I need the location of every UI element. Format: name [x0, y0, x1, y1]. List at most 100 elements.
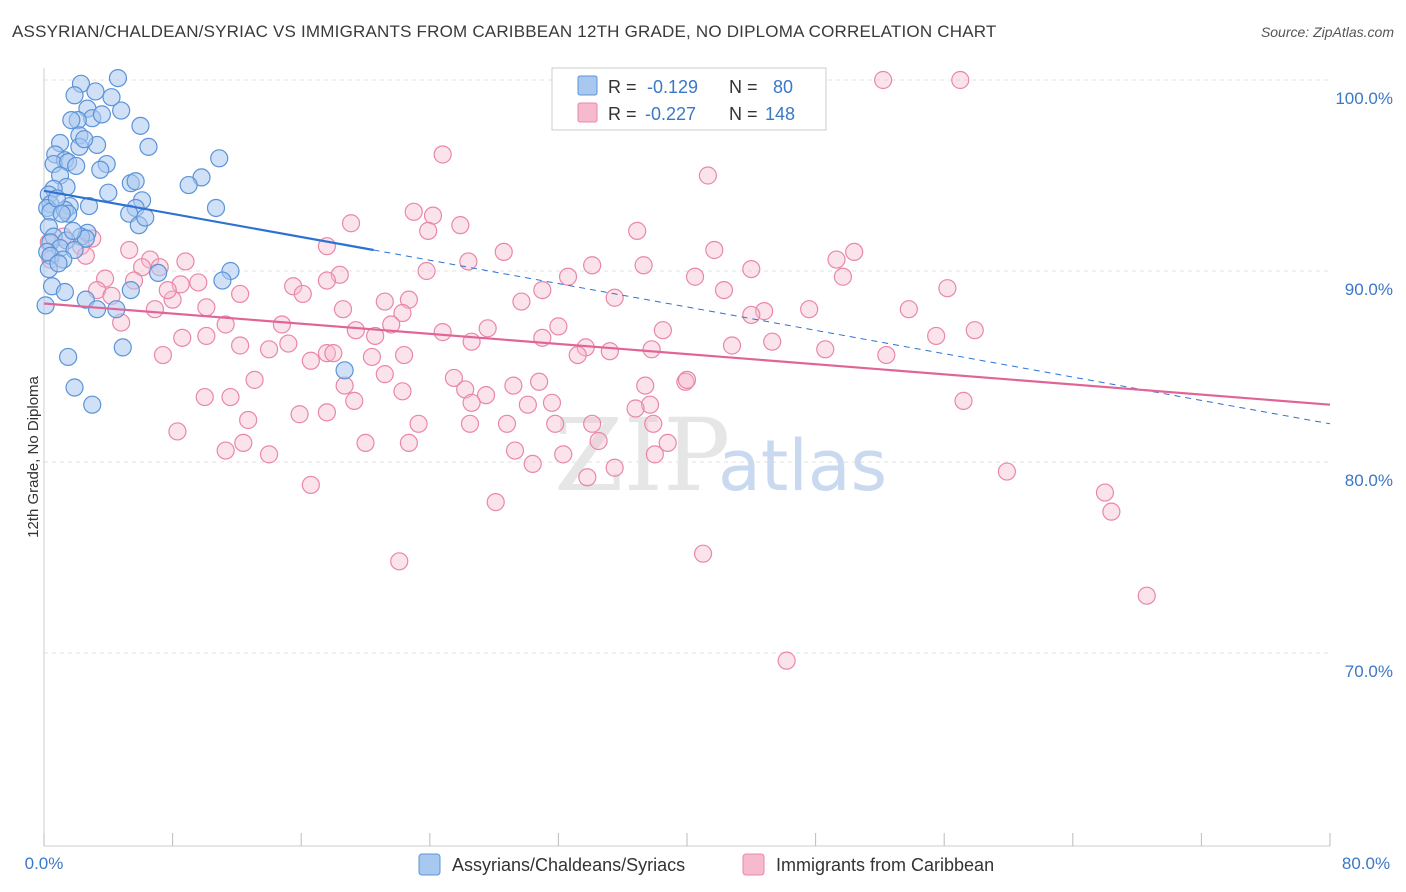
caribbean-point: [777, 651, 796, 670]
caribbean-point: [176, 252, 195, 271]
grid-lines: [44, 79, 1330, 654]
caribbean-point: [362, 347, 382, 367]
caribbean-point: [335, 376, 354, 395]
caribbean-point: [390, 552, 409, 571]
caribbean-point: [816, 340, 835, 359]
caribbean-point: [478, 319, 497, 338]
assyrian-point: [55, 282, 74, 302]
caribbean-point: [393, 303, 412, 323]
caribbean-point: [345, 391, 364, 410]
legend-r-value-assyrian: -0.129: [647, 77, 698, 97]
caribbean-point: [954, 391, 973, 410]
watermark-atlas: atlas: [718, 425, 887, 507]
legend-r-value-caribbean: -0.227: [645, 104, 696, 124]
assyrian-point: [179, 175, 198, 195]
caribbean-point: [259, 445, 279, 464]
legend-box: R = -0.129 N = 80 R = -0.227 N = 148: [551, 67, 827, 131]
caribbean-point: [317, 403, 337, 422]
bottom-legend-label-caribbean: Immigrants from Caribbean: [776, 855, 994, 875]
assyrian-point: [91, 160, 110, 179]
caribbean-point: [927, 326, 946, 346]
caribbean-point: [259, 340, 279, 359]
bottom-legend-swatch-caribbean: [742, 853, 765, 876]
caribbean-point: [542, 393, 562, 412]
trend-lines: [43, 189, 1331, 425]
assyrian-point: [210, 149, 229, 168]
caribbean-point: [523, 454, 542, 474]
caribbean-point: [462, 393, 481, 412]
caribbean-point: [512, 292, 531, 311]
caribbean-point: [558, 267, 578, 286]
caribbean-point: [341, 214, 361, 233]
caribbean-point: [626, 399, 645, 418]
caribbean-point: [589, 431, 608, 451]
caribbean-point: [578, 468, 597, 487]
caribbean-point: [239, 410, 258, 430]
y-tick-label: 70.0%: [1345, 662, 1393, 681]
assyrian-point: [63, 221, 83, 240]
caribbean-point: [997, 462, 1016, 481]
caribbean-point: [800, 300, 819, 319]
caribbean-point: [158, 281, 177, 300]
caribbean-point: [375, 292, 394, 311]
caribbean-point: [951, 70, 970, 90]
bottom-legend-label-assyrian: Assyrians/Chaldeans/Syriacs: [452, 855, 685, 875]
caribbean-point: [399, 433, 419, 452]
assyrian-point: [79, 196, 99, 216]
caribbean-point: [417, 261, 436, 281]
assyrian-point: [136, 208, 155, 227]
watermark: ZIP atlas: [554, 397, 887, 514]
caribbean-point: [645, 445, 664, 464]
caribbean-point: [346, 321, 365, 340]
caribbean-point: [1095, 483, 1115, 502]
caribbean-point: [583, 256, 602, 275]
legend-n-label-assyrian: N =: [729, 77, 758, 97]
caribbean-point: [216, 441, 235, 460]
caribbean-point: [221, 387, 240, 407]
assyrian-point: [36, 296, 55, 315]
caribbean-point: [189, 273, 208, 292]
caribbean-point: [245, 370, 264, 389]
assyrian-point: [206, 198, 226, 218]
caribbean-point: [301, 475, 320, 495]
caribbean-point: [497, 414, 517, 433]
caribbean-point: [284, 277, 303, 296]
caribbean-point: [486, 493, 505, 512]
caribbean-point: [505, 441, 525, 460]
caribbean-point: [605, 288, 624, 307]
caribbean-point: [827, 250, 846, 269]
chart-title: ASSYRIAN/CHALDEAN/SYRIAC VS IMMIGRANTS F…: [12, 22, 997, 41]
caribbean-point: [195, 387, 214, 407]
caribbean-point: [634, 256, 653, 275]
legend-r-label-caribbean: R =: [608, 104, 637, 124]
caribbean-point: [705, 240, 724, 260]
caribbean-point: [642, 340, 661, 359]
assyrian-point: [139, 137, 158, 156]
caribbean-point: [628, 221, 647, 240]
caribbean-point: [216, 315, 235, 334]
assyrian-point: [52, 204, 71, 223]
caribbean-point: [301, 351, 320, 370]
caribbean-point: [460, 414, 480, 433]
caribbean-point: [763, 332, 782, 351]
caribbean-point: [382, 315, 401, 334]
caribbean-point: [168, 422, 187, 441]
legend-n-value-caribbean: 148: [765, 104, 795, 124]
caribbean-point: [333, 300, 353, 319]
assyrian-point: [121, 281, 140, 300]
caribbean-point: [356, 433, 375, 452]
caribbean-point: [530, 372, 549, 391]
caribbean-point: [272, 315, 292, 334]
x-tick-label-max: 80.0%: [1342, 854, 1390, 873]
caribbean-point: [317, 344, 337, 363]
caribbean-point: [938, 279, 957, 298]
caribbean-point: [279, 334, 298, 353]
caribbean-point: [290, 405, 309, 424]
caribbean-point: [145, 300, 165, 319]
caribbean-point: [197, 326, 216, 346]
y-axis-label: 12th Grade, No Diploma: [25, 375, 42, 537]
assyrian-point: [67, 156, 86, 176]
assyrian-point: [113, 338, 132, 357]
caribbean-point: [394, 345, 414, 365]
